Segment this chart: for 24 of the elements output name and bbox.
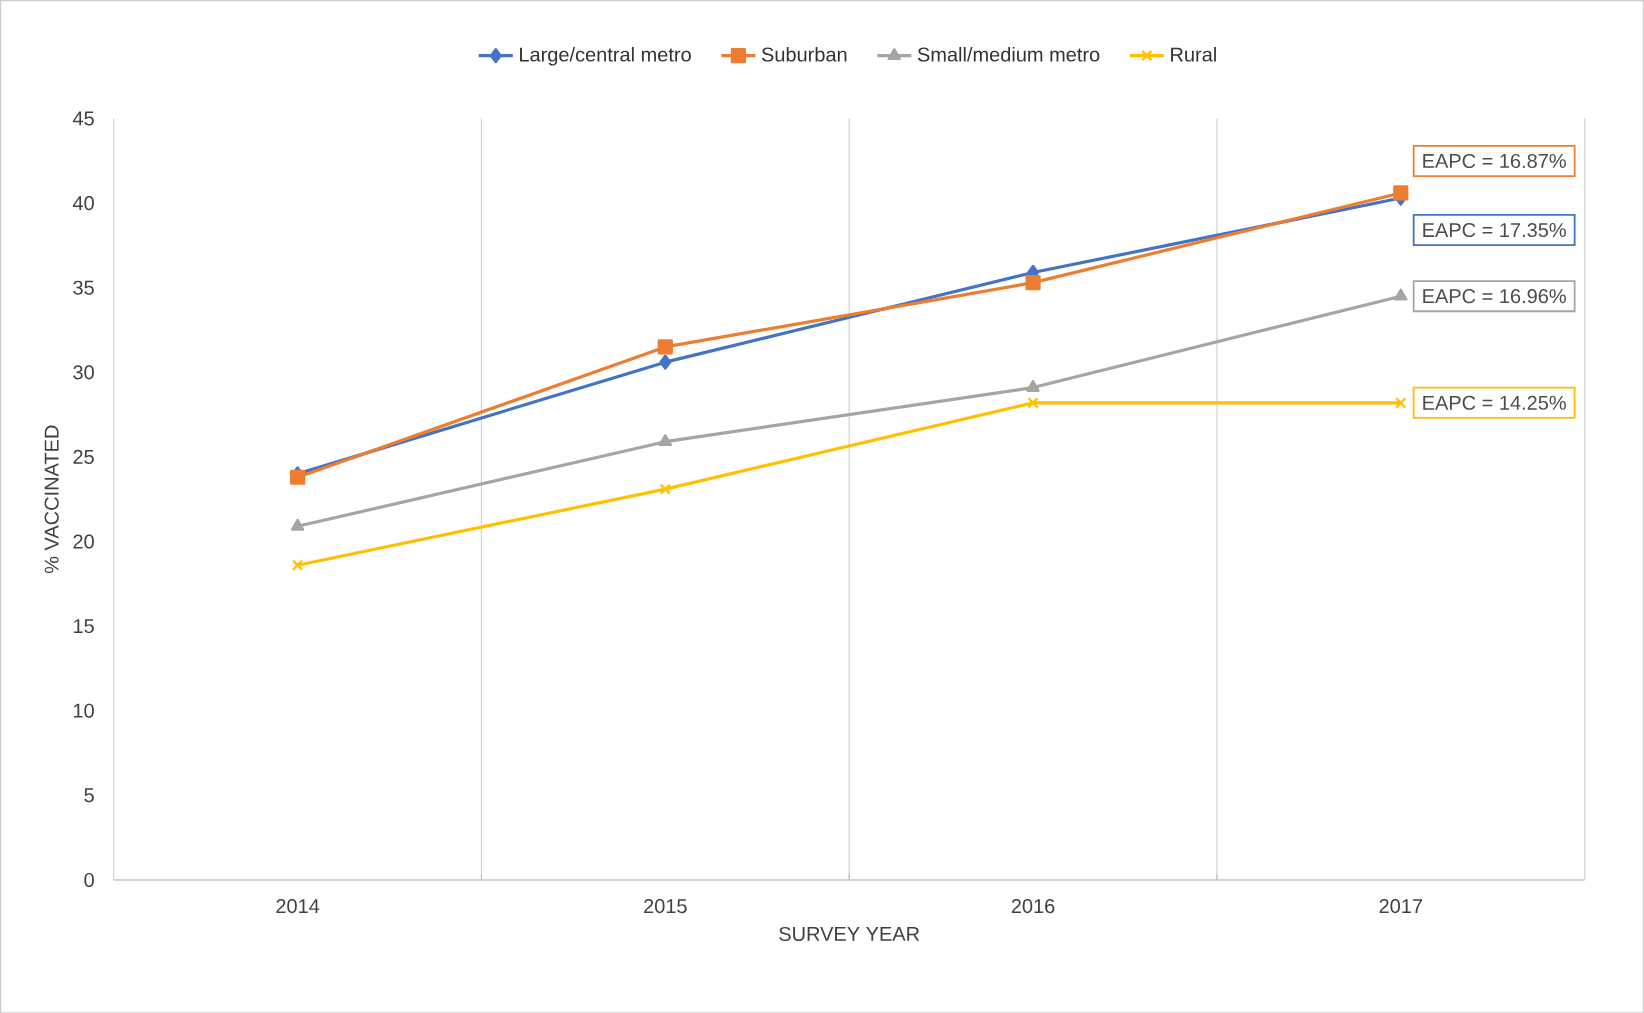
y-tick-label: 35: [73, 280, 94, 295]
annotation: EAPC = 16.96%: [1423, 288, 1566, 304]
x-tick-label: 2015: [644, 898, 687, 913]
legend-label: Small/medium metro: [917, 46, 1100, 62]
annotation: EAPC = 16.87%: [1423, 153, 1566, 168]
y-tick-label: 5: [84, 788, 94, 803]
x-tick-label: 2017: [1379, 898, 1423, 913]
y-tick-label: 30: [73, 365, 94, 380]
y-axis-title: % VACCINATED: [44, 425, 59, 573]
annotation: EAPC = 17.35%: [1423, 222, 1566, 237]
x-tick-label: 2016: [1011, 898, 1055, 913]
x-tick-label: 2014: [276, 898, 320, 913]
x-axis-title: SURVEY YEAR: [779, 926, 920, 941]
y-tick-label: 40: [72, 195, 94, 210]
legend-label: Suburban: [761, 46, 847, 62]
y-tick-label: 0: [84, 872, 94, 887]
y-tick-label: 25: [73, 449, 94, 464]
y-tick-label: 20: [73, 534, 94, 549]
y-tick-label: 10: [73, 703, 94, 718]
y-tick-label: 15: [73, 618, 94, 633]
y-tick-label: 45: [72, 111, 94, 126]
legend-label: Rural: [1171, 46, 1216, 62]
legend-label: Large/central metro: [520, 46, 691, 66]
annotation: EAPC = 14.25%: [1423, 395, 1566, 410]
